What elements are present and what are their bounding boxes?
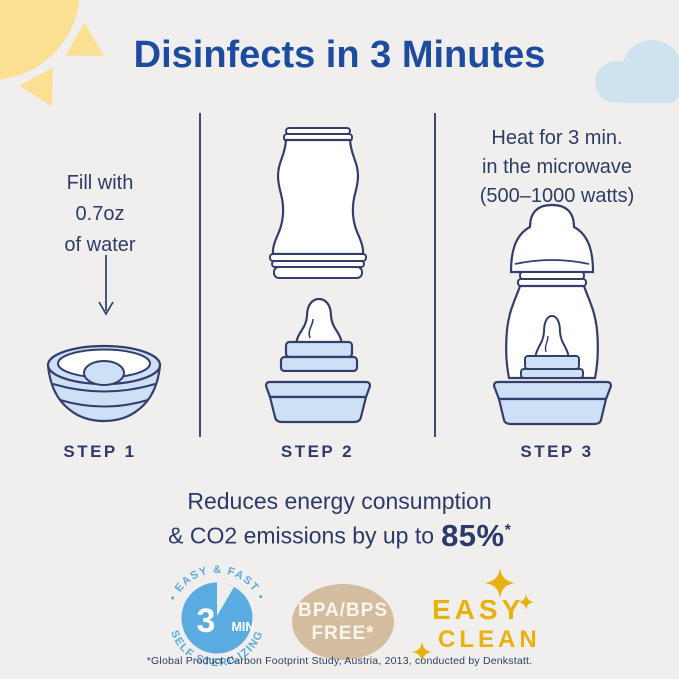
- assembled-bottle-icon: [492, 203, 613, 426]
- bpa-badge-line1: BPA/BPS: [297, 600, 389, 621]
- base-container-icon: [264, 380, 372, 424]
- energy-claim-highlight: 85%: [441, 517, 505, 553]
- self-sterilizing-badge: 3 MIN • EASY & FAST • SELF STERILIZING: [167, 564, 266, 669]
- step1-label: STEP 1: [63, 442, 137, 461]
- badge-minutes-number: 3: [197, 602, 216, 640]
- page-title: Disinfects in 3 Minutes: [133, 34, 546, 76]
- energy-claim: Reduces energy consumption & CO2 emissio…: [0, 486, 679, 551]
- step1-instruction-line: of water: [64, 234, 136, 256]
- sterilizer-bowl-icon: [46, 344, 162, 423]
- badge-minutes-unit: MIN: [232, 620, 255, 634]
- footnote: *Global Product Carbon Footprint Study, …: [146, 655, 533, 667]
- bpa-badge-line2: FREE*: [311, 623, 375, 644]
- energy-claim-prefix: & CO2 emissions by up to: [168, 522, 435, 549]
- cloud-icon: [595, 40, 679, 103]
- step3-instruction-line: in the microwave: [481, 156, 633, 178]
- easy-clean-line2: CLEAN: [438, 626, 541, 653]
- arrow-down-icon: [98, 255, 114, 316]
- step3-instruction: Heat for 3 min. in the microwave (500–10…: [435, 124, 679, 211]
- step3-label: STEP 3: [520, 442, 594, 461]
- bpa-free-badge: BPA/BPS FREE*: [292, 584, 394, 660]
- sparkle-icon: [485, 568, 515, 598]
- step1-instruction-line: 0.7oz: [75, 203, 125, 225]
- step1-instruction-line: Fill with: [66, 172, 134, 194]
- divider-right: [434, 113, 436, 437]
- energy-claim-asterisk: *: [504, 522, 511, 539]
- step3-instruction-line: (500–1000 watts): [479, 185, 635, 207]
- bottle-body-icon: [269, 127, 367, 279]
- easy-clean-line1: EASY: [432, 594, 525, 625]
- step2-label: STEP 2: [280, 442, 355, 461]
- sparkle-icon: [412, 642, 432, 662]
- sparkle-icon: [518, 594, 534, 610]
- sun-icon: [0, 0, 104, 107]
- energy-claim-line1: Reduces energy consumption: [187, 488, 492, 514]
- energy-claim-line2: & CO2 emissions by up to 85%*: [0, 516, 679, 551]
- step1-instruction: Fill with 0.7oz of water: [0, 168, 200, 261]
- nipple-icon: [279, 297, 359, 372]
- easy-clean-badge: EASY CLEAN: [410, 568, 575, 672]
- step3-instruction-line: Heat for 3 min.: [491, 127, 623, 149]
- divider-left: [199, 113, 201, 437]
